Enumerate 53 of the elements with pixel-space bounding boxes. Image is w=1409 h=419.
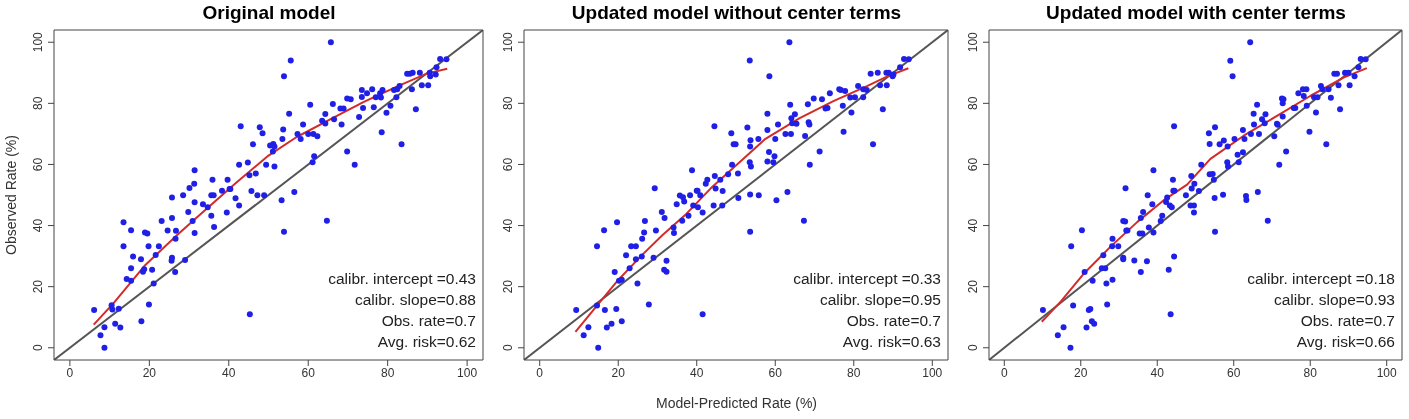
y-tick-label: 100 — [501, 31, 515, 53]
annotation: Obs. rate=0.7 — [845, 311, 941, 331]
y-tick-label: 40 — [501, 218, 515, 233]
annotation: Avg. risk=0.63 — [841, 332, 941, 352]
y-tick-label: 60 — [966, 157, 980, 172]
x-tick-label: 0 — [536, 365, 544, 380]
x-tick-label: 40 — [222, 365, 236, 380]
x-tick-label: 20 — [142, 365, 157, 380]
x-tick-label: 100 — [922, 365, 943, 380]
x-tick-label: 60 — [1227, 365, 1241, 380]
x-tick-label: 60 — [301, 365, 316, 380]
x-tick-label: 20 — [611, 365, 626, 380]
annotation: Avg. risk=0.62 — [376, 332, 476, 352]
x-tick-label: 0 — [1000, 365, 1008, 380]
y-tick-label: 60 — [501, 157, 515, 172]
y-tick-label: 80 — [31, 96, 45, 111]
y-tick-label: 20 — [31, 279, 45, 294]
x-tick-label: 40 — [690, 365, 704, 380]
annotation: Obs. rate=0.7 — [1299, 311, 1395, 331]
chart-title: Original model — [201, 2, 337, 24]
annotation: Avg. risk=0.66 — [1295, 332, 1395, 352]
y-tick-label: 60 — [31, 157, 45, 172]
y-tick-label: 20 — [966, 279, 980, 294]
y-tick-label: 80 — [501, 96, 515, 111]
x-tick-label: 80 — [1303, 365, 1318, 380]
y-tick-label: 100 — [966, 31, 980, 53]
chart-title: Updated model without center terms — [570, 2, 903, 24]
x-tick-label: 40 — [1150, 365, 1165, 380]
annotation: calibr. intercept =0.43 — [328, 269, 476, 289]
annotation: calibr. slope=0.95 — [818, 290, 941, 310]
y-tick-label: 100 — [31, 31, 45, 53]
y-tick-label: 0 — [966, 344, 980, 352]
x-tick-label: 20 — [1074, 365, 1088, 380]
annotation: calibr. intercept =0.33 — [793, 269, 941, 289]
x-tick-label: 80 — [847, 365, 861, 380]
y-tick-label: 40 — [966, 218, 980, 233]
y-tick-label: 40 — [31, 218, 45, 233]
y-tick-label: 80 — [966, 96, 980, 111]
y-axis-title: Observed Rate (%) — [3, 134, 19, 255]
annotation: calibr. intercept =0.18 — [1247, 269, 1395, 289]
annotation: Obs. rate=0.7 — [380, 311, 476, 331]
y-tick-label: 0 — [31, 344, 45, 352]
chart-title: Updated model with center terms — [1045, 2, 1347, 24]
annotation: calibr. slope=0.88 — [353, 290, 476, 310]
annotation: calibr. slope=0.93 — [1272, 290, 1395, 310]
x-tick-label: 100 — [1376, 365, 1398, 380]
x-tick-label: 100 — [457, 365, 478, 380]
y-tick-label: 0 — [501, 344, 515, 352]
x-tick-label: 80 — [380, 365, 395, 380]
y-tick-label: 20 — [501, 279, 515, 294]
x-axis-title: Model-Predicted Rate (%) — [654, 395, 819, 411]
x-tick-label: 0 — [66, 365, 74, 380]
x-tick-label: 60 — [768, 365, 783, 380]
